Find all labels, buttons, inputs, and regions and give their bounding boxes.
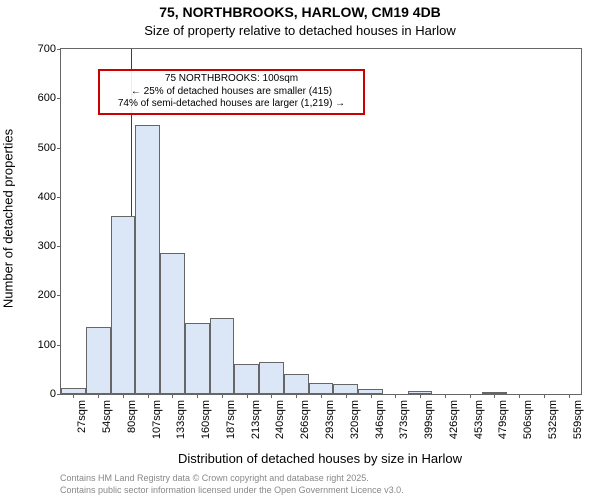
x-tick-label: 426sqm [448, 400, 460, 439]
x-tick-label: 240sqm [274, 400, 286, 439]
plot-area: 75 NORTHBROOKS: 100sqm ← 25% of detached… [60, 48, 582, 395]
x-tick-label: 532sqm [547, 400, 559, 439]
chart-title-line2: Size of property relative to detached ho… [0, 23, 600, 38]
x-tick-label: 54sqm [101, 400, 113, 433]
x-tick-label: 266sqm [299, 400, 311, 439]
histogram-bar [333, 384, 358, 394]
x-tick-label: 160sqm [200, 400, 212, 439]
x-tick-label: 213sqm [250, 400, 262, 439]
y-axis-label: Number of detached properties [1, 118, 16, 318]
x-tick-label: 506sqm [522, 400, 534, 439]
annotation-line3: 74% of semi-detached houses are larger (… [104, 98, 359, 111]
x-tick-label: 346sqm [374, 400, 386, 439]
annotation-line1: 75 NORTHBROOKS: 100sqm [104, 73, 359, 86]
x-tick-label: 187sqm [225, 400, 237, 439]
x-tick-label: 479sqm [497, 400, 509, 439]
histogram-bar [284, 374, 309, 394]
x-tick-label: 133sqm [175, 400, 187, 439]
annotation-box: 75 NORTHBROOKS: 100sqm ← 25% of detached… [98, 69, 365, 115]
histogram-bar [111, 216, 136, 394]
annotation-line2: ← 25% of detached houses are smaller (41… [104, 86, 359, 99]
x-tick-label: 399sqm [423, 400, 435, 439]
histogram-bar [185, 323, 210, 394]
histogram-bar [86, 327, 111, 394]
x-tick-label: 107sqm [151, 400, 163, 439]
histogram-bar [259, 362, 284, 394]
chart-title-line1: 75, NORTHBROOKS, HARLOW, CM19 4DB [0, 4, 600, 20]
histogram-bar [210, 318, 235, 394]
footer-line2: Contains public sector information licen… [60, 485, 404, 495]
x-axis-label: Distribution of detached houses by size … [60, 451, 580, 466]
footer-line1: Contains HM Land Registry data © Crown c… [60, 473, 369, 483]
histogram-bar [135, 125, 160, 394]
x-tick-label: 559sqm [572, 400, 584, 439]
x-tick-label: 320sqm [349, 400, 361, 439]
histogram-bar [234, 364, 259, 394]
x-tick-label: 293sqm [324, 400, 336, 439]
x-tick-label: 80sqm [126, 400, 138, 433]
histogram-bar [160, 253, 185, 394]
histogram-chart: 75, NORTHBROOKS, HARLOW, CM19 4DB Size o… [0, 0, 600, 500]
histogram-bar [309, 383, 334, 394]
x-tick-label: 27sqm [76, 400, 88, 433]
x-tick-label: 453sqm [473, 400, 485, 439]
x-tick-label: 373sqm [398, 400, 410, 439]
